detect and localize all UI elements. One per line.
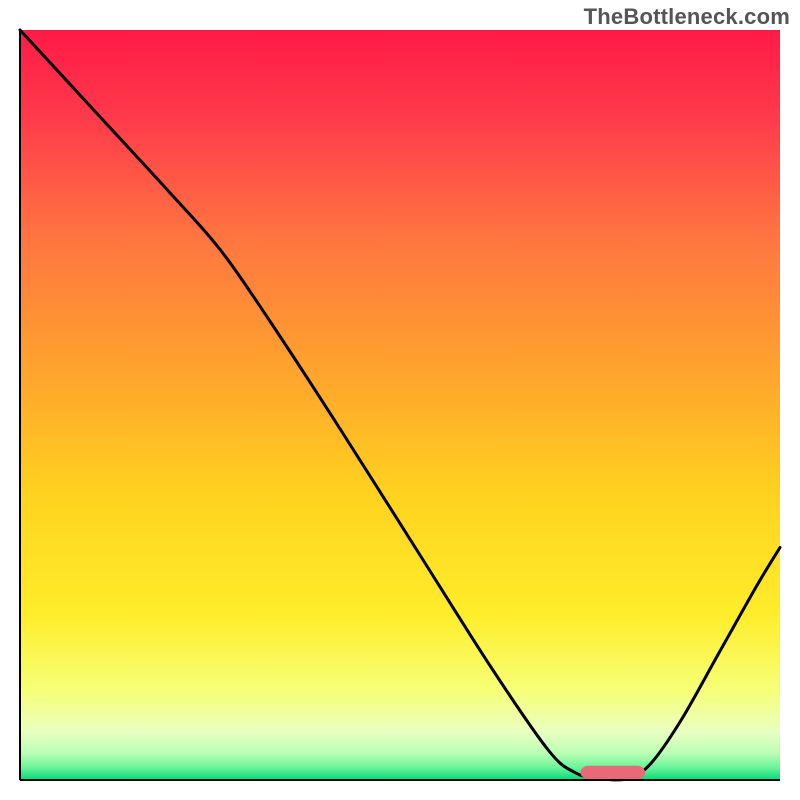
optimal-marker — [581, 766, 646, 780]
watermark-text: TheBottleneck.com — [584, 4, 790, 30]
bottleneck-chart — [0, 0, 800, 800]
gradient-background — [20, 30, 780, 780]
